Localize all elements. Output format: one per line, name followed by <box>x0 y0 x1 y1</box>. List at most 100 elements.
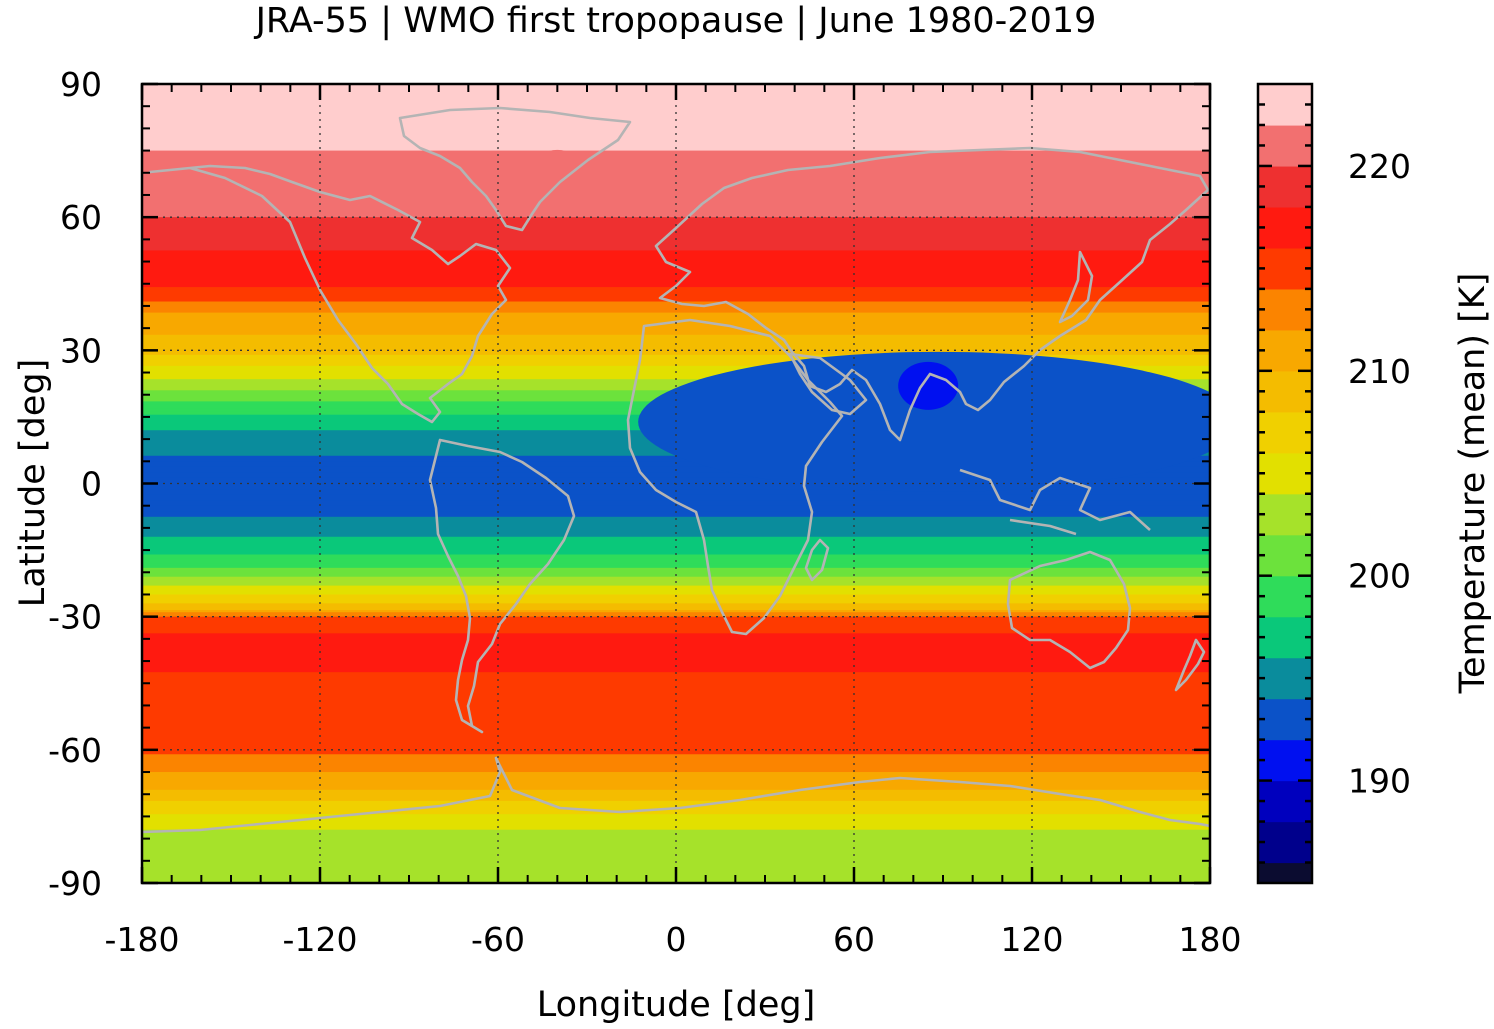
temperature-band <box>142 489 1210 496</box>
temperature-band <box>142 554 1210 560</box>
temperature-band <box>142 211 1210 218</box>
temperature-band <box>142 303 1210 307</box>
temperature-band <box>142 772 1210 777</box>
temperature-band <box>142 217 1210 224</box>
temperature-band <box>142 299 1210 303</box>
temperature-band <box>142 794 1210 799</box>
temperature-band <box>142 576 1210 580</box>
colorbar-label: Temperature (mean) [K] <box>1453 273 1493 695</box>
temperature-band <box>142 477 1210 485</box>
temperature-band <box>142 117 1210 130</box>
colorbar-level <box>1258 534 1312 577</box>
temperature-band <box>142 372 1210 377</box>
colorbar-level <box>1258 411 1312 454</box>
x-tick-label: 120 <box>1001 920 1064 959</box>
x-tick-label: -120 <box>283 920 358 959</box>
temperature-band <box>142 312 1210 316</box>
warm-pool-cold-region <box>638 351 1210 492</box>
temperature-band <box>142 849 1210 857</box>
temperature-band <box>142 800 1210 806</box>
x-tick-label: -60 <box>471 920 525 959</box>
temperature-band <box>142 189 1210 196</box>
temperature-band <box>142 461 1210 468</box>
y-tick-label: -60 <box>48 731 102 770</box>
y-tick-labels: 90 60 30 0 -30 -60 -90 <box>48 65 102 903</box>
temperature-band <box>142 578 1210 582</box>
temperature-band <box>142 511 1210 518</box>
temperature-band <box>142 855 1210 862</box>
temperature-band <box>142 382 1210 387</box>
temperature-band <box>142 365 1210 370</box>
temperature-band <box>142 338 1210 343</box>
temperature-band <box>142 666 1210 673</box>
colorbar-level <box>1258 165 1312 208</box>
temperature-band <box>142 765 1210 770</box>
temperature-band <box>142 178 1210 185</box>
temperature-band <box>142 563 1210 567</box>
temperature-band <box>142 95 1210 107</box>
temperature-band <box>142 592 1210 596</box>
temperature-band <box>142 287 1210 292</box>
colorbar-tick-label: 220 <box>1348 147 1411 186</box>
temperature-band <box>142 672 1210 679</box>
temperature-band <box>142 345 1210 352</box>
x-tick-labels: -180 -120 -60 0 60 120 180 <box>105 920 1242 959</box>
temperature-band <box>142 239 1210 246</box>
temperature-band <box>142 297 1210 301</box>
y-tick-label: 60 <box>60 198 102 237</box>
temperature-band <box>142 756 1210 760</box>
temperature-band <box>142 694 1210 701</box>
coastline-north-america <box>148 164 512 424</box>
x-tick-label: 60 <box>833 920 875 959</box>
y-tick-label: 90 <box>60 65 102 104</box>
temperature-band <box>142 261 1210 268</box>
temperature-band <box>142 532 1210 538</box>
colorbar-ticks <box>1258 103 1312 864</box>
temperature-band <box>142 233 1210 241</box>
colorbar-tick-label: 190 <box>1348 762 1411 801</box>
temperature-band <box>142 716 1210 723</box>
temperature-band <box>142 605 1210 609</box>
x-tick-label: 0 <box>666 920 687 959</box>
colorbar-level <box>1258 247 1312 290</box>
temperature-band <box>142 545 1210 551</box>
temperature-band <box>142 305 1210 309</box>
colorbar-tick-label: 210 <box>1348 352 1411 391</box>
temperature-band <box>142 527 1210 534</box>
coastline-antarctica <box>142 756 1210 834</box>
extreme-region-1 <box>535 149 580 178</box>
temperature-band <box>142 167 1210 174</box>
temperature-band <box>142 787 1210 791</box>
temperature-band <box>142 318 1210 323</box>
temperature-band <box>142 610 1210 614</box>
colorbar-level <box>1258 452 1312 495</box>
temperature-band <box>142 778 1210 783</box>
temperature-band <box>142 583 1210 587</box>
temperature-band <box>142 820 1210 827</box>
temperature-band <box>142 590 1210 594</box>
temperature-band <box>142 455 1210 463</box>
colorbar-frame <box>1256 82 1314 885</box>
regional-features <box>535 149 1210 492</box>
colorbar: 190 200 210 220 Temperature (mean) [K] <box>1256 82 1493 885</box>
colorbar-tick-labels: 190 200 210 220 <box>1348 147 1411 801</box>
coastline-japan <box>1058 250 1094 324</box>
extreme-region-0 <box>898 361 959 410</box>
colorbar-level <box>1258 84 1312 126</box>
x-axis-label: Longitude [deg] <box>537 985 815 1025</box>
temperature-band <box>142 829 1210 835</box>
temperature-band <box>142 161 1210 169</box>
temperature-band <box>142 758 1210 763</box>
temperature-band <box>142 603 1210 607</box>
temperature-band <box>142 572 1210 576</box>
temperature-band <box>142 375 1210 380</box>
temperature-band <box>142 128 1210 135</box>
temperature-band <box>142 612 1210 616</box>
temperature-band <box>142 150 1210 157</box>
temperature-band <box>142 505 1210 513</box>
coastline-southeast-asia-islands <box>959 468 1151 536</box>
temperature-band <box>142 814 1210 819</box>
temperature-band <box>142 206 1210 213</box>
temperature-band <box>142 649 1210 657</box>
